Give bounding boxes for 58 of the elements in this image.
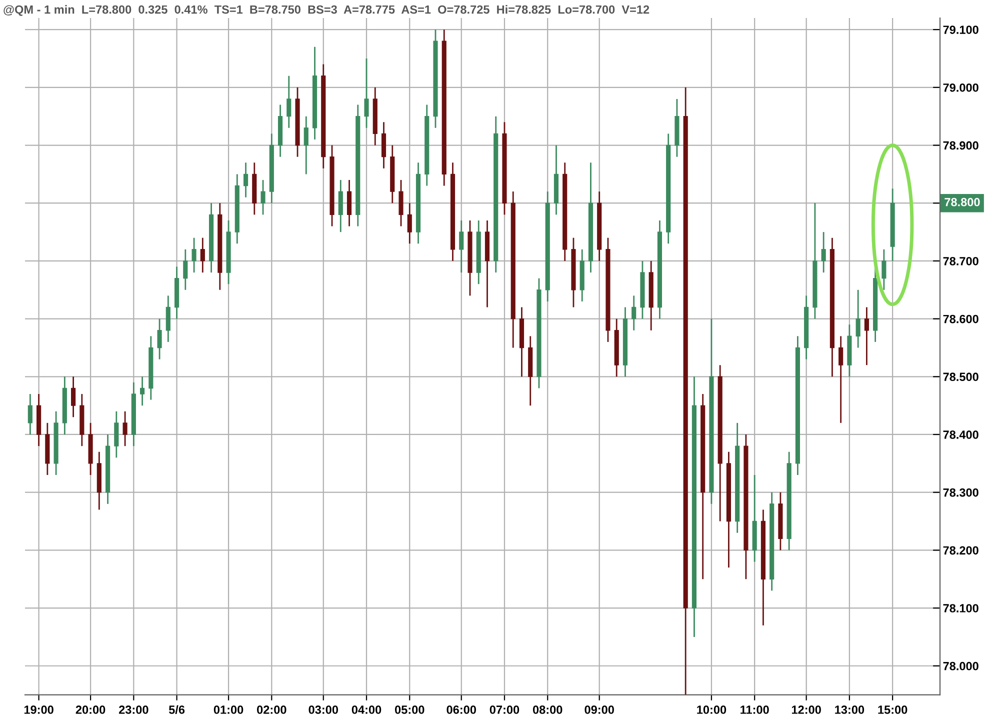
y-tick-label: 78.900 [943, 141, 978, 150]
candlestick [114, 410, 119, 458]
candlestick [260, 179, 266, 216]
candlestick [71, 376, 76, 418]
candlestick [28, 393, 32, 436]
candlestick [183, 248, 188, 291]
y-tick-label: 79.000 [943, 83, 978, 92]
y-tick-label: 78.700 [943, 256, 978, 266]
y-tick-label: 78.500 [943, 372, 978, 382]
x-tick-label: 05:00 [395, 706, 424, 714]
candlestick [304, 116, 308, 175]
text: 78.800 [944, 198, 980, 206]
candlestick [243, 162, 248, 198]
candlestick [838, 335, 844, 424]
x-tick-label: 08:00 [532, 706, 562, 714]
candlestick [140, 376, 145, 406]
candlestick [407, 202, 412, 244]
candlestick [864, 306, 869, 366]
candlestick [192, 237, 196, 274]
x-tick-label: 5/6 [168, 705, 185, 714]
x-tick-label: 07:00 [490, 706, 520, 714]
x-tick-label: 15:00 [878, 706, 908, 714]
candlestick [200, 237, 205, 274]
x-tick-label: 11:00 [740, 706, 769, 714]
x-tick-label: 02:00 [257, 706, 286, 714]
y-tick-label: 79.100 [943, 26, 978, 34]
y-tick-label: 78.000 [943, 662, 978, 670]
y-tick-label: 78.400 [943, 430, 978, 439]
x-tick-label: 20:00 [76, 706, 106, 714]
x-tick-label: 23:00 [118, 706, 148, 714]
x-tick-label: 04:00 [352, 706, 382, 714]
x-tick-label: 09:00 [584, 706, 614, 714]
chart-title: @QM - 1 min L=78.800 0.325 0.41% TS=1 B=78.750 BS=3 A=78.775 AS=1 O=78.725 Hi=78.825 Lo=78.700 V=12 [4, 5, 650, 16]
candlestick [346, 179, 352, 227]
candlestick [882, 248, 886, 291]
candlestick [398, 179, 404, 227]
candlestick [364, 58, 369, 129]
candlestick [122, 410, 128, 447]
x-tick-label: 01:00 [214, 706, 244, 714]
y-tick-label: 78.600 [943, 314, 978, 324]
candlestick [632, 294, 636, 332]
candlestick [459, 220, 464, 274]
candlestick [286, 75, 292, 129]
candlestick [381, 121, 386, 170]
y-tick-label: 78.200 [943, 546, 978, 555]
x-tick-label: 13:00 [835, 706, 864, 714]
candlestick [157, 318, 162, 360]
x-tick-label: 12:00 [792, 706, 821, 714]
y-tick-label: 78.300 [943, 488, 978, 497]
candlestick [166, 294, 170, 343]
candlestick [821, 231, 826, 274]
candlestick [338, 179, 343, 233]
x-tick-label: 06:00 [446, 706, 476, 714]
candlestick [856, 289, 860, 348]
y-tick-label: 78.100 [943, 604, 978, 612]
x-tick-label: 03:00 [308, 706, 338, 714]
x-tick-label: 19:00 [24, 706, 54, 714]
x-tick-label: 10:00 [697, 706, 726, 714]
